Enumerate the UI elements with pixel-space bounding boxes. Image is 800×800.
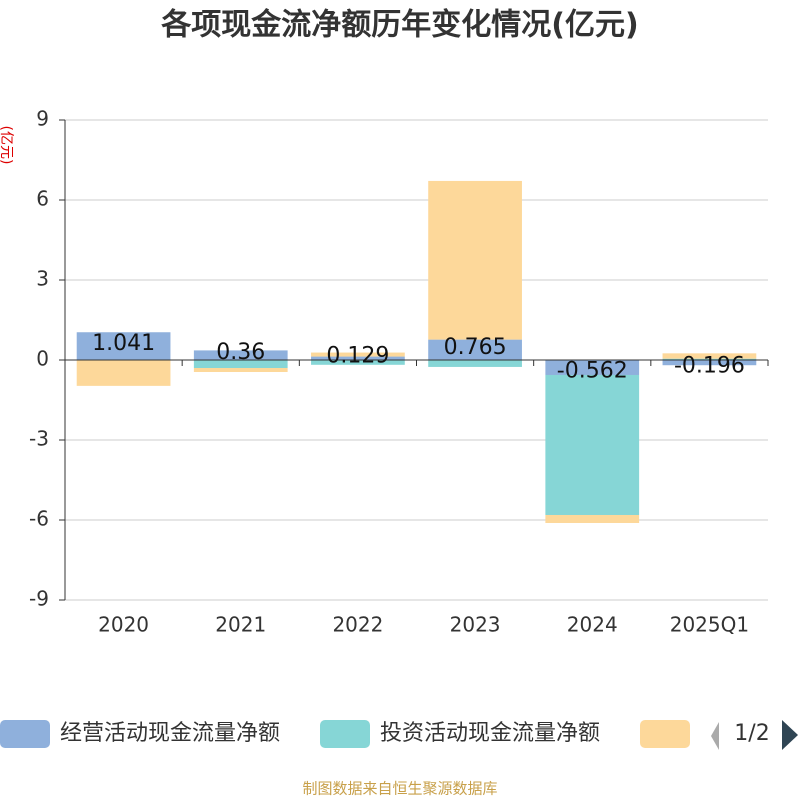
legend-next[interactable] bbox=[782, 720, 798, 750]
legend-swatch bbox=[320, 720, 370, 748]
bar-segment bbox=[662, 360, 757, 366]
x-tick-label: 2023 bbox=[450, 613, 501, 637]
y-tick-label: 9 bbox=[36, 107, 49, 131]
bar-segment bbox=[428, 360, 522, 367]
bar-segment bbox=[428, 339, 522, 360]
bar-segment bbox=[545, 514, 640, 523]
y-tick-label: 3 bbox=[36, 267, 49, 291]
source-note: 制图数据来自恒生聚源数据库 bbox=[302, 780, 497, 798]
bar-segment bbox=[76, 360, 171, 386]
legend-swatch bbox=[0, 720, 50, 748]
value-label: -0.196 bbox=[674, 354, 745, 379]
legend-label: 投资活动现金流量净额 bbox=[380, 721, 600, 746]
bar-segment bbox=[193, 350, 288, 360]
bar-segment bbox=[311, 360, 405, 365]
value-label: -0.562 bbox=[557, 358, 628, 383]
y-tick-label: 0 bbox=[36, 347, 49, 371]
legend-swatch bbox=[640, 720, 690, 748]
value-label: 1.041 bbox=[92, 331, 155, 356]
bar-segment bbox=[311, 352, 405, 357]
y-tick-label: 6 bbox=[36, 187, 49, 211]
value-label: 0.765 bbox=[444, 335, 507, 360]
x-tick-label: 2020 bbox=[98, 613, 149, 637]
legend-label: 经营活动现金流量净额 bbox=[60, 721, 280, 746]
y-tick-label: -3 bbox=[29, 427, 49, 451]
legend-prev[interactable] bbox=[711, 722, 719, 750]
x-tick-label: 2022 bbox=[332, 613, 383, 637]
value-label: 0.36 bbox=[216, 340, 265, 365]
y-tick-label: -9 bbox=[29, 587, 49, 611]
legend-page: 1/2 bbox=[734, 721, 769, 746]
bar-segment bbox=[428, 180, 522, 340]
bar-segment bbox=[545, 374, 640, 515]
bar-segment bbox=[193, 360, 288, 368]
bar-segment bbox=[311, 356, 405, 360]
y-tick-label: -6 bbox=[29, 507, 49, 531]
x-tick-label: 2024 bbox=[567, 613, 618, 637]
bar-segment bbox=[662, 353, 757, 359]
value-label: 0.129 bbox=[326, 343, 389, 368]
bar-segment bbox=[545, 360, 640, 375]
x-tick-label: 2021 bbox=[215, 613, 266, 637]
y-axis-label: (亿元) bbox=[0, 126, 14, 165]
bar-segment bbox=[662, 358, 757, 360]
chart-title: 各项现金流净额历年变化情况(亿元) bbox=[160, 8, 638, 43]
x-tick-label: 2025Q1 bbox=[670, 613, 749, 637]
bar-segment bbox=[193, 368, 288, 372]
bar-segment bbox=[76, 332, 171, 360]
